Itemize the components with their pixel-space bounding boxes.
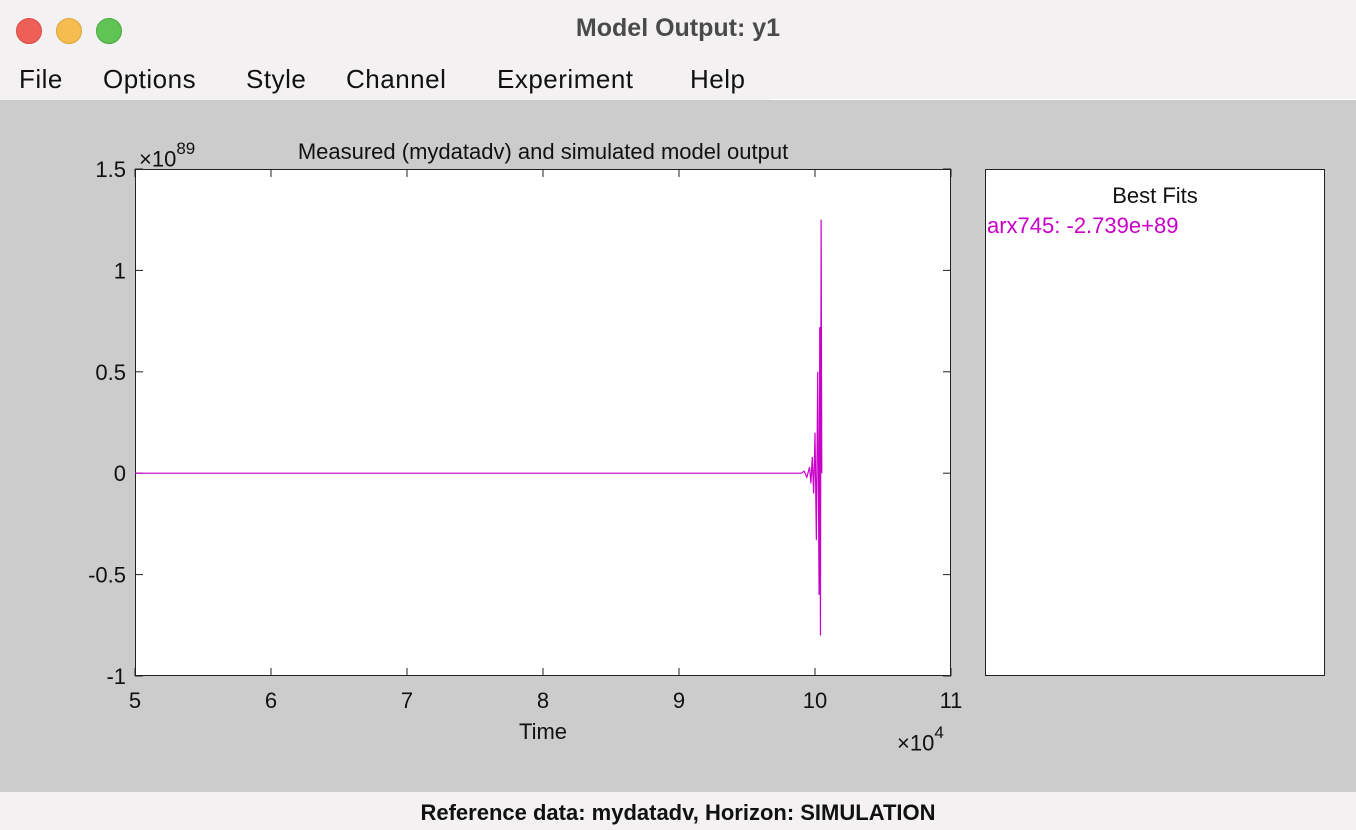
x-tick-label: 5 — [129, 688, 141, 713]
menu-experiment[interactable]: Experiment — [497, 64, 634, 94]
menu-file[interactable]: File — [19, 64, 63, 94]
maximize-window-button[interactable] — [96, 18, 122, 44]
y-exponent-label: ×1089 — [139, 139, 196, 172]
y-tick-label: 1.5 — [95, 157, 126, 182]
y-tick-label: -1 — [106, 664, 126, 689]
y-tick-label: 0.5 — [95, 360, 126, 385]
y-tick-label: -0.5 — [88, 563, 126, 588]
best-fit-entry[interactable]: arx745: -2.739e+89 — [987, 213, 1179, 238]
best-fits-title: Best Fits — [1112, 183, 1198, 208]
title-bar: Model Output: y1 — [0, 0, 1356, 61]
status-bar: Reference data: mydatadv, Horizon: SIMUL… — [0, 792, 1356, 830]
close-window-button[interactable] — [16, 18, 42, 44]
x-tick-label: 11 — [940, 688, 963, 713]
menu-bar — [0, 60, 1356, 100]
window-title: Model Output: y1 — [575, 14, 781, 42]
menu-options[interactable]: Options — [103, 64, 197, 94]
best-fits-panel: Best Fits arx745: -2.739e+89 — [985, 169, 1325, 676]
menu-style[interactable]: Style — [246, 64, 307, 94]
menu-help[interactable]: Help — [690, 64, 746, 94]
x-tick-label: 10 — [803, 688, 827, 713]
status-text: Reference data: mydatadv, Horizon: SIMUL… — [420, 800, 936, 825]
minimize-window-button[interactable] — [56, 18, 82, 44]
chart-title: Measured (mydatadv) and simulated model … — [297, 139, 789, 164]
x-tick-label: 7 — [401, 688, 413, 713]
x-tick-label: 9 — [673, 688, 685, 713]
x-axis-label: Time — [519, 719, 567, 744]
x-tick-label: 6 — [265, 688, 277, 713]
x-tick-label: 8 — [537, 688, 549, 713]
menu-channel[interactable]: Channel — [346, 64, 447, 94]
y-tick-label: 0 — [114, 461, 126, 486]
y-tick-label: 1 — [114, 258, 126, 283]
x-exponent-label: ×104 — [897, 723, 944, 756]
plot-axes[interactable] — [135, 169, 951, 676]
series-line-arx745 — [135, 219, 823, 636]
